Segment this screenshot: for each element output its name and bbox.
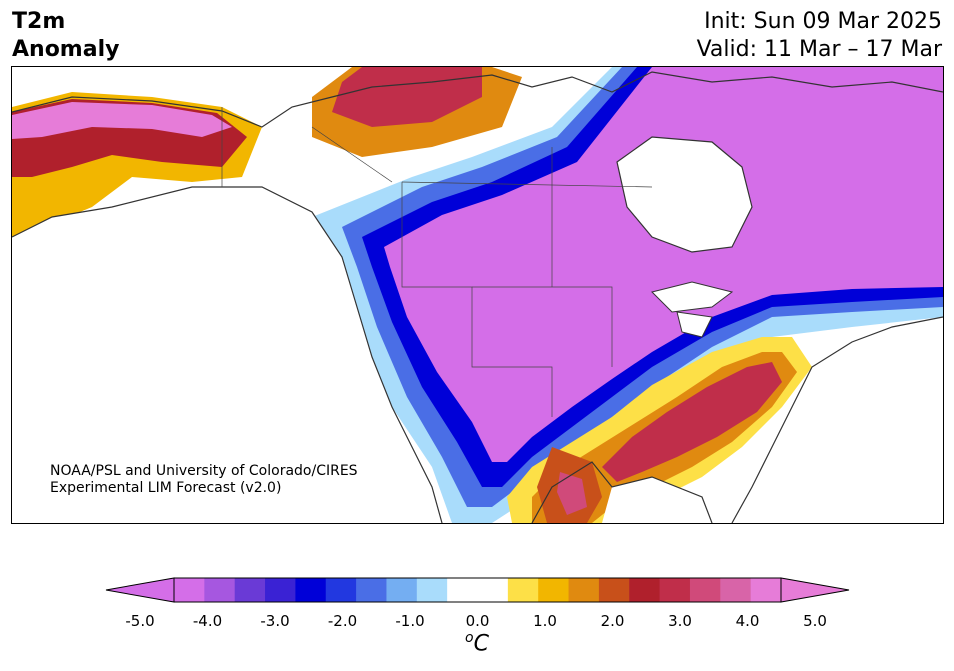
colorbar-tick-label: 4.0 — [736, 612, 760, 630]
hudson-bay — [616, 136, 753, 253]
colorbar-tick-label: -5.0 — [125, 612, 154, 630]
colorbar-extend-low — [105, 577, 175, 603]
colorbar-segment — [386, 578, 418, 602]
colorbar-segment — [265, 578, 296, 602]
map-credit: NOAA/PSL and University of Colorado/CIRE… — [50, 463, 358, 497]
forecast-dates: Init: Sun 09 Mar 2025 Valid: 11 Mar – 17… — [697, 8, 942, 64]
map-svg — [12, 67, 943, 523]
colorbar-segment — [174, 578, 205, 602]
colorbar-segment — [720, 578, 752, 602]
texas-hottest — [557, 472, 587, 515]
colorbar-tick-label: 3.0 — [668, 612, 692, 630]
alaska-pink-region — [12, 102, 232, 139]
canada-north-warmer — [332, 67, 482, 127]
colorbar-outline — [173, 577, 782, 603]
anomaly-map: NOAA/PSL and University of Colorado/CIRE… — [11, 66, 944, 524]
colorbar-segment — [568, 578, 600, 602]
atlantic-ocean — [732, 317, 943, 523]
credit-line-1: NOAA/PSL and University of Colorado/CIRE… — [50, 463, 358, 479]
unit-superscript: o — [465, 630, 474, 646]
colorbar-tick-label: -2.0 — [328, 612, 357, 630]
colorbar-segment — [204, 578, 236, 602]
colorbar-tick-label: -3.0 — [260, 612, 289, 630]
great-lakes — [651, 281, 734, 338]
colorbar-ticks: -5.0 -4.0 -3.0 -2.0 -1.0 0.0 1.0 2.0 3.0 4.0 5.0 — [125, 612, 827, 630]
colorbar-segment — [507, 578, 539, 602]
colorbar-segment — [416, 578, 448, 602]
political-borders — [221, 107, 653, 417]
colorbar-segment — [295, 578, 327, 602]
cold-core — [384, 67, 943, 462]
colorbar-tick-label: 1.0 — [533, 612, 557, 630]
colorbar-segment — [659, 578, 691, 602]
unit-label: oC — [0, 630, 954, 656]
colorbar-segment — [750, 578, 782, 602]
colorbar-segment — [538, 578, 570, 602]
credit-line-2: Experimental LIM Forecast (v2.0) — [50, 480, 282, 496]
colorbar-tick-label: -1.0 — [395, 612, 424, 630]
colorbar-segment — [629, 578, 661, 602]
title-line-2: Anomaly — [12, 37, 120, 62]
pacific-ocean — [12, 187, 442, 523]
colorbar-segment — [356, 578, 387, 602]
title-line-1: T2m — [12, 9, 66, 34]
colorbar-segments — [174, 578, 782, 602]
colorbar-tick-label: 5.0 — [803, 612, 827, 630]
colorbar-extend-high — [780, 577, 850, 603]
colorbar: -5.0 -4.0 -3.0 -2.0 -1.0 0.0 1.0 2.0 3.0 4.0 5.0 — [105, 577, 850, 630]
valid-range: Valid: 11 Mar – 17 Mar — [696, 37, 942, 62]
colorbar-tick-label: 0.0 — [466, 612, 490, 630]
gulf-of-mexico — [602, 477, 712, 523]
colorbar-segment — [447, 578, 478, 602]
colorbar-tick-label: 2.0 — [601, 612, 625, 630]
southeast-hot-core — [602, 362, 782, 482]
colorbar-segment — [477, 578, 509, 602]
init-date: Init: Sun 09 Mar 2025 — [704, 9, 942, 34]
colorbar-segment — [689, 578, 721, 602]
unit-text: C — [473, 631, 489, 657]
colorbar-tick-label: -4.0 — [193, 612, 222, 630]
chart-title: T2m Anomaly — [12, 8, 119, 64]
colorbar-segment — [598, 578, 630, 602]
colorbar-segment — [325, 578, 357, 602]
colorbar-segment — [234, 578, 266, 602]
